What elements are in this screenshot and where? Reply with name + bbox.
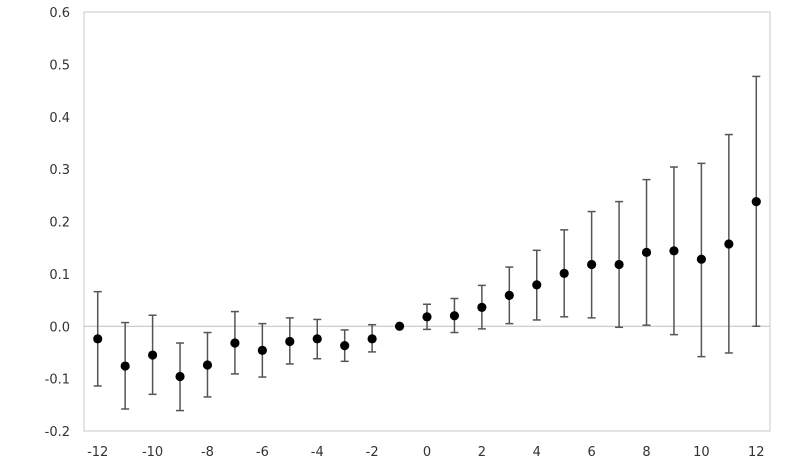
point-estimate <box>312 334 322 344</box>
x-tick-label: 8 <box>642 445 650 460</box>
point-estimates <box>93 196 761 382</box>
x-axis-tick-labels: -12 -10 -8 -6 -4 -2 0 2 4 6 8 10 12 <box>87 445 764 460</box>
y-tick-label: 0.1 <box>49 268 70 283</box>
point-estimate <box>504 290 514 300</box>
point-estimate <box>257 345 267 355</box>
y-tick-label: 0.5 <box>49 58 70 73</box>
point-estimate <box>148 350 158 360</box>
point-estimate <box>449 311 460 321</box>
x-tick-label: -10 <box>142 445 163 460</box>
point-estimate <box>641 247 652 258</box>
point-estimate <box>532 280 542 290</box>
x-tick-label: -2 <box>366 445 379 460</box>
point-estimate <box>340 341 350 351</box>
point-estimate <box>120 361 130 371</box>
y-tick-label: -0.1 <box>45 373 70 388</box>
point-estimate <box>230 338 240 348</box>
x-tick-label: 10 <box>693 445 710 460</box>
point-estimate <box>285 336 295 347</box>
x-tick-label: -4 <box>311 445 324 460</box>
y-tick-label: 0.4 <box>49 111 70 126</box>
point-estimate <box>614 259 624 270</box>
y-tick-label: 0.6 <box>49 6 70 21</box>
x-tick-label: 2 <box>478 445 486 460</box>
y-axis-tick-labels: -0.2 -0.1 0.0 0.1 0.2 0.3 0.4 0.5 0.6 <box>45 6 70 440</box>
x-tick-label: 4 <box>533 445 541 460</box>
x-tick-label: -6 <box>256 445 269 460</box>
point-estimate <box>559 268 569 278</box>
point-estimate <box>587 259 597 270</box>
plot-area-frame <box>83 11 771 432</box>
y-tick-label: -0.2 <box>45 425 70 440</box>
point-estimate <box>477 302 487 312</box>
y-tick-label: 0.3 <box>49 163 70 178</box>
point-estimate <box>394 321 405 331</box>
point-estimate <box>175 371 185 382</box>
point-estimate <box>751 196 761 207</box>
y-tick-label: 0.2 <box>49 216 70 231</box>
point-estimate <box>669 246 679 256</box>
x-tick-label: -8 <box>201 445 214 460</box>
x-tick-label: 12 <box>748 445 765 460</box>
x-tick-label: -12 <box>87 445 108 460</box>
point-estimate <box>724 239 734 249</box>
point-estimate <box>422 312 432 322</box>
point-estimate <box>93 334 103 344</box>
y-tick-label: 0.0 <box>49 320 70 335</box>
x-tick-label: 6 <box>587 445 595 460</box>
point-estimate <box>202 360 213 370</box>
error-bars <box>93 75 761 412</box>
x-tick-label: 0 <box>423 445 431 460</box>
point-estimate <box>696 254 707 264</box>
point-estimate <box>367 334 377 344</box>
